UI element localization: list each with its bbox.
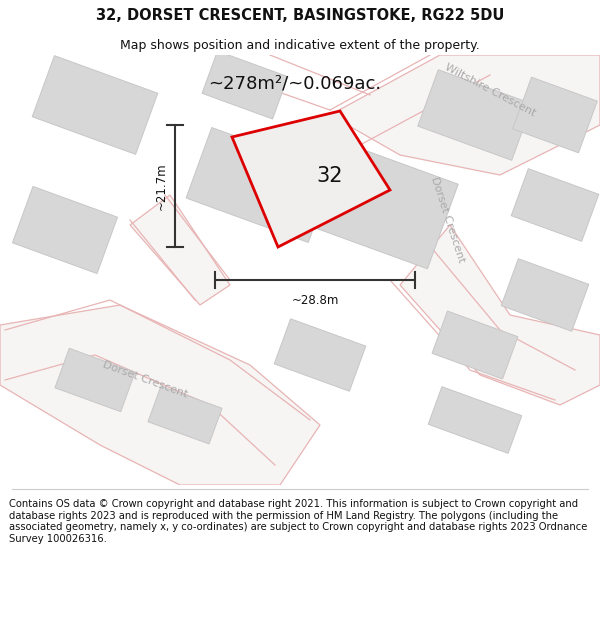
Polygon shape — [186, 127, 334, 242]
Text: Dorset Crescent: Dorset Crescent — [430, 176, 467, 264]
Polygon shape — [130, 195, 230, 305]
Text: ~278m²/~0.069ac.: ~278m²/~0.069ac. — [208, 75, 382, 93]
Polygon shape — [148, 386, 222, 444]
Polygon shape — [330, 55, 600, 175]
Polygon shape — [232, 111, 390, 247]
Polygon shape — [511, 169, 599, 241]
Text: 32, DORSET CRESCENT, BASINGSTOKE, RG22 5DU: 32, DORSET CRESCENT, BASINGSTOKE, RG22 5… — [96, 8, 504, 23]
Text: Dorset Crescent: Dorset Crescent — [101, 360, 189, 400]
Polygon shape — [202, 51, 288, 119]
Polygon shape — [55, 348, 135, 412]
Text: Map shows position and indicative extent of the property.: Map shows position and indicative extent… — [120, 39, 480, 51]
Text: 32: 32 — [317, 166, 343, 186]
Polygon shape — [0, 305, 320, 485]
Text: Contains OS data © Crown copyright and database right 2021. This information is : Contains OS data © Crown copyright and d… — [9, 499, 587, 544]
Polygon shape — [282, 131, 458, 269]
Polygon shape — [418, 70, 532, 160]
Polygon shape — [13, 186, 118, 274]
Polygon shape — [274, 319, 366, 391]
Polygon shape — [400, 225, 600, 405]
Polygon shape — [32, 56, 158, 154]
Polygon shape — [501, 259, 589, 331]
Text: ~28.8m: ~28.8m — [292, 294, 338, 307]
Polygon shape — [513, 78, 597, 152]
Text: ~21.7m: ~21.7m — [155, 162, 167, 210]
Polygon shape — [432, 311, 518, 379]
Polygon shape — [428, 387, 522, 453]
Text: Wiltshire Crescent: Wiltshire Crescent — [443, 62, 537, 118]
